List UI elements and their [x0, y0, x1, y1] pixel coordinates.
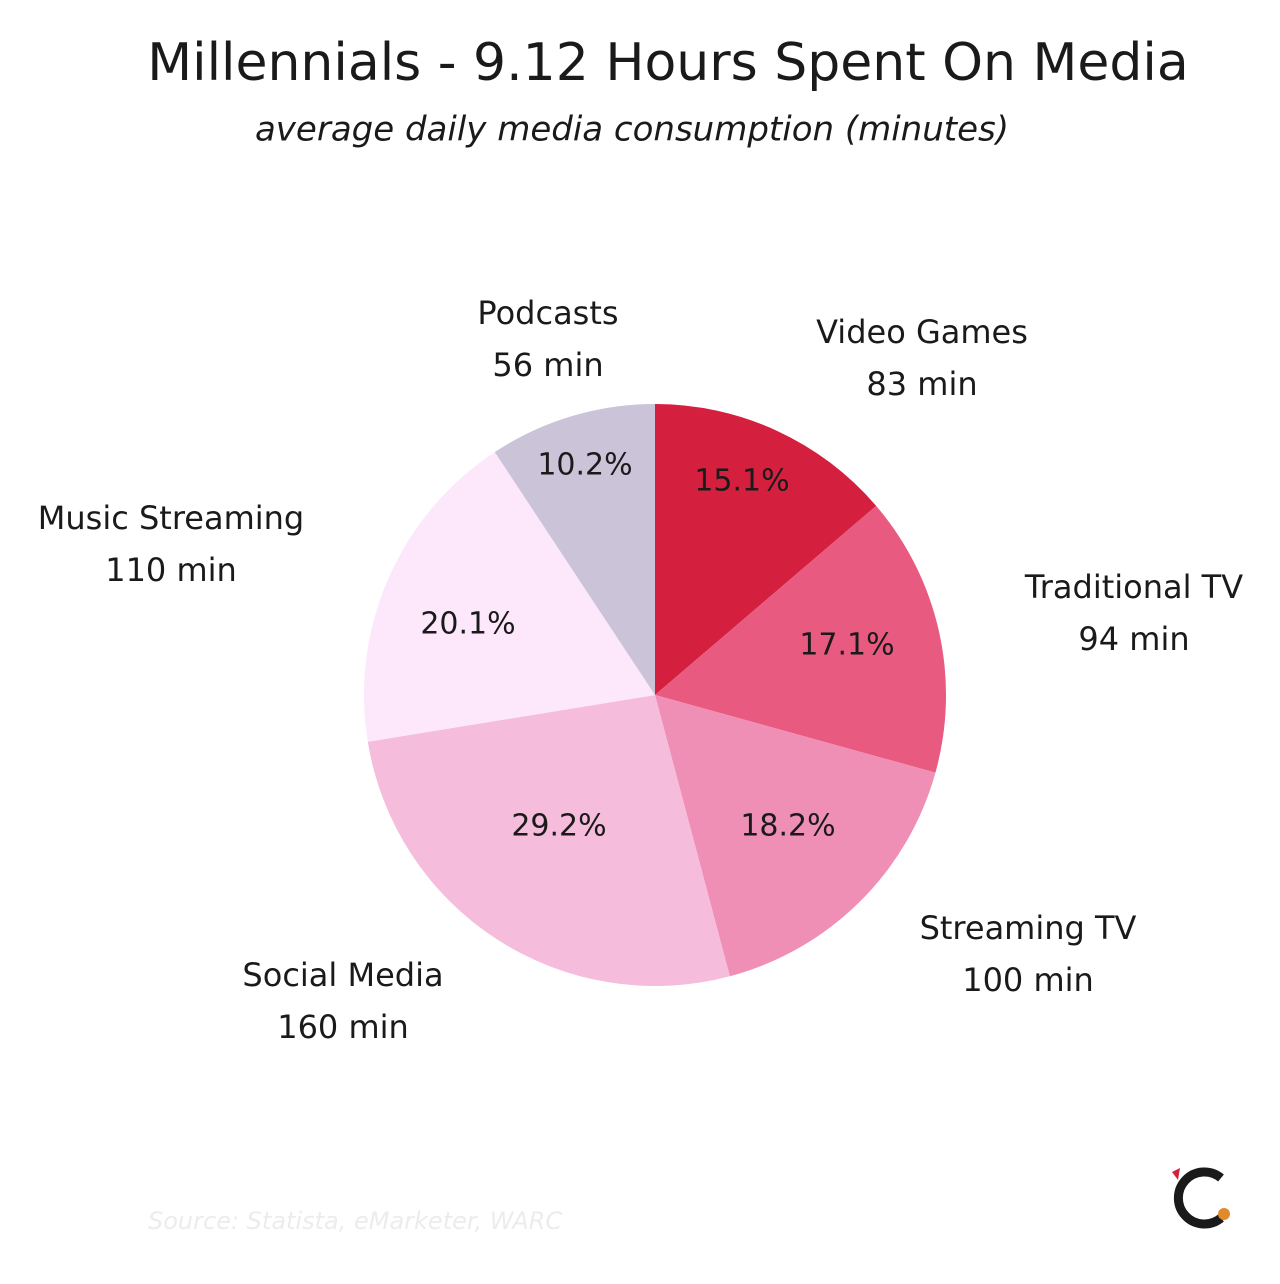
pie-slice	[655, 404, 877, 695]
category-label: Video Games	[816, 313, 1028, 351]
chart-subtitle: average daily media consumption (minutes…	[255, 110, 1009, 150]
pie-slice	[655, 695, 936, 977]
pie-slice	[494, 404, 655, 695]
chart-title: Millennials - 9.12 Hours Spent On Media	[147, 33, 1188, 93]
category-label: Streaming TV	[920, 909, 1137, 947]
category-label: Podcasts	[477, 294, 618, 332]
minutes-label: 94 min	[1078, 620, 1189, 658]
value-label: 17.1%	[799, 628, 894, 663]
source-note: Source: Statista, eMarketer, WARC	[148, 1207, 562, 1235]
pie-slice	[367, 695, 730, 986]
minutes-label: 160 min	[277, 1008, 409, 1046]
minutes-label: 83 min	[866, 365, 977, 403]
minutes-label: 56 min	[492, 346, 603, 384]
value-label: 20.1%	[420, 607, 515, 642]
pie-slice	[364, 452, 655, 742]
value-label: 10.2%	[537, 448, 632, 483]
value-label: 29.2%	[511, 809, 606, 844]
pie-slice	[655, 505, 947, 773]
logo-accent	[1172, 1168, 1180, 1180]
category-label: Social Media	[242, 956, 443, 994]
category-label: Traditional TV	[1024, 568, 1243, 606]
minutes-label: 110 min	[105, 551, 237, 589]
value-label: 18.2%	[740, 809, 835, 844]
logo-dot	[1218, 1208, 1230, 1220]
category-label: Music Streaming	[38, 499, 304, 537]
logo-c	[1173, 1167, 1224, 1229]
logo	[1172, 1167, 1230, 1229]
value-label: 15.1%	[694, 464, 789, 499]
minutes-label: 100 min	[962, 961, 1094, 999]
